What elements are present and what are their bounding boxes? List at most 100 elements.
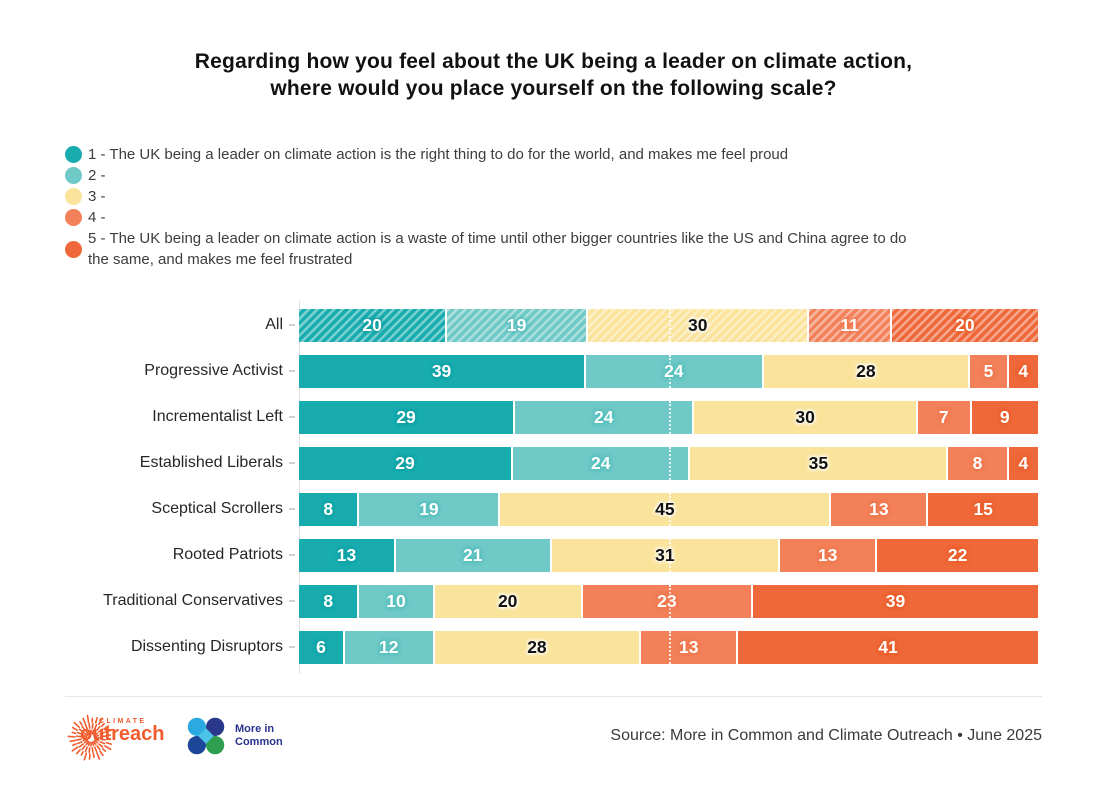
segment-value: 4 (1018, 452, 1029, 473)
bar-segment: 9 (971, 400, 1038, 434)
source-text: Source: More in Common and Climate Outre… (610, 726, 1042, 744)
bar-track: 8 10 20 23 39 (299, 584, 1038, 618)
legend-item: 5 - The UK being a leader on climate act… (65, 228, 1042, 270)
fifty-percent-marker (668, 630, 671, 664)
segment-value: 35 (808, 452, 829, 473)
fifty-percent-marker (668, 446, 671, 480)
segment-value: 8 (323, 590, 334, 611)
clover-icon (187, 717, 225, 754)
legend-swatch-3-icon (65, 188, 82, 205)
chart-title-line2: where would you place yourself on the fo… (270, 77, 837, 100)
climate-outreach-logo: CLIMATE outreach (65, 708, 169, 764)
segment-value: 31 (655, 544, 675, 565)
bar-segment: 45 (500, 492, 832, 526)
fifty-percent-marker (668, 400, 671, 434)
bar-segment: 30 (694, 400, 918, 434)
segment-value: 29 (396, 406, 416, 427)
fifty-percent-marker (668, 538, 671, 572)
row-label: Traditional Conservatives (103, 592, 283, 609)
chart-title-line1: Regarding how you feel about the UK bein… (194, 50, 913, 73)
axis-tick-icon (289, 646, 295, 648)
bar-segment: 5 (970, 354, 1009, 388)
segment-value: 8 (972, 452, 983, 473)
bar-segment: 4 (1008, 354, 1038, 388)
axis-tick-icon (289, 324, 295, 326)
segment-value: 24 (594, 406, 614, 427)
axis-tick-icon (289, 508, 295, 510)
footer: CLIMATE outreach More in Common Source: … (65, 696, 1042, 761)
bar-segment: 35 (690, 446, 949, 480)
segment-value: 30 (688, 314, 708, 335)
bar-track: 20 19 30 11 20 (299, 308, 1038, 342)
bar-segment: 11 (809, 308, 892, 342)
segment-value: 28 (527, 636, 547, 657)
bar-segment: 22 (877, 538, 1038, 572)
bar-track: 6 12 28 13 41 (299, 630, 1038, 664)
bar-segment: 39 (752, 584, 1038, 618)
climate-outreach-logo-top: CLIMATE (99, 717, 147, 725)
bar-segment: 39 (299, 354, 587, 388)
rows-container: All 20 19 30 11 20 Progressive Activist 39 24 28 5… (65, 300, 1049, 674)
segment-value: 19 (419, 498, 439, 519)
segment-value: 20 (955, 314, 975, 335)
axis-line (299, 300, 300, 674)
bar-segment: 8 (948, 446, 1009, 480)
bar-segment: 31 (551, 538, 781, 572)
bar-segment: 24 (515, 400, 695, 434)
segment-value: 29 (395, 452, 415, 473)
segment-value: 39 (431, 360, 452, 381)
legend-label: 4 - (88, 209, 106, 226)
legend-label: 1 - The UK being a leader on climate act… (88, 146, 789, 163)
segment-value: 39 (885, 590, 906, 611)
bar-track: 29 24 30 7 9 (299, 400, 1038, 434)
row-label: Progressive Activist (144, 362, 283, 379)
legend-label: 3 - (88, 188, 106, 205)
bar-segment: 29 (299, 446, 513, 480)
axis-tick-icon (289, 554, 295, 556)
legend-label: 5 - The UK being a leader on climate act… (88, 230, 907, 268)
bar-segment: 23 (582, 584, 753, 618)
bar-segment: 20 (299, 308, 448, 342)
bar-segment: 10 (359, 584, 435, 618)
bar-track: 29 24 35 8 4 (299, 446, 1038, 480)
more-in-common-line2: Common (235, 735, 283, 748)
segment-value: 7 (938, 406, 949, 427)
fifty-percent-marker (668, 584, 671, 618)
bar-segment: 13 (780, 538, 878, 572)
row-label: All (265, 316, 283, 333)
bar-segment: 28 (434, 630, 642, 664)
footer-logos: CLIMATE outreach More in Common (65, 708, 283, 764)
bar-segment: 24 (512, 446, 691, 480)
bar-segment: 6 (299, 630, 345, 664)
segment-value: 13 (679, 636, 699, 657)
legend-item: 2 - (65, 165, 1042, 186)
bar-segment: 20 (891, 308, 1038, 342)
bar-row: Incrementalist Left 29 24 30 7 9 (65, 394, 1049, 440)
bar-row: Established Liberals 29 24 35 8 4 (65, 440, 1049, 486)
segment-value: 24 (664, 360, 684, 381)
legend-item: 1 - The UK being a leader on climate act… (65, 144, 1042, 165)
bar-track: 13 21 31 13 22 (299, 538, 1038, 572)
segment-value: 21 (463, 544, 483, 565)
bar-segment: 41 (738, 630, 1038, 664)
bar-row: Progressive Activist 39 24 28 5 4 (65, 348, 1049, 394)
row-label: Established Liberals (139, 454, 283, 471)
segment-value: 20 (497, 590, 518, 611)
axis-tick-icon (289, 462, 295, 464)
bar-segment: 29 (299, 400, 516, 434)
row-label: Incrementalist Left (152, 408, 283, 425)
row-label: Rooted Patriots (172, 546, 283, 563)
segment-value: 23 (657, 590, 677, 611)
segment-value: 10 (386, 590, 406, 611)
legend-item: 3 - (65, 186, 1042, 207)
legend-item: 4 - (65, 207, 1042, 228)
bar-segment: 13 (299, 538, 397, 572)
bar-segment: 28 (763, 354, 971, 388)
segment-value: 19 (506, 314, 527, 335)
axis-tick-icon (289, 600, 295, 602)
segment-value: 41 (878, 636, 898, 657)
segment-value: 13 (336, 544, 357, 565)
bar-row: Sceptical Scrollers 8 19 45 13 15 (65, 486, 1049, 532)
bar-row: Traditional Conservatives 8 10 20 23 39 (65, 578, 1049, 624)
